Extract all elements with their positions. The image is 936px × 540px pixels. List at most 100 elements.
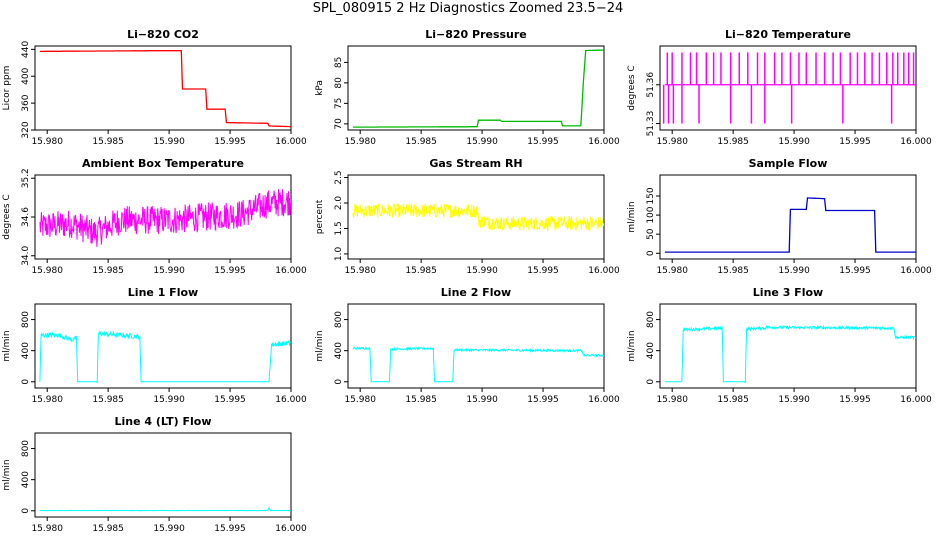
x-tick-label: 15.980	[656, 395, 688, 405]
x-tick-label: 15.980	[344, 395, 376, 405]
x-tick-label: 15.995	[839, 137, 871, 147]
x-tick-label: 15.990	[153, 266, 185, 276]
series-line	[39, 189, 291, 247]
y-axis-label: ml/min	[315, 330, 325, 361]
y-tick-label: 0	[21, 508, 31, 514]
x-tick-label: 16.000	[588, 266, 620, 276]
plot-title: Line 1 Flow	[128, 286, 198, 299]
x-tick-label: 15.980	[656, 137, 688, 147]
x-tick-label: 15.990	[466, 395, 498, 405]
x-tick-label: 15.990	[778, 395, 810, 405]
x-tick-label: 16.000	[900, 266, 932, 276]
plot-title: Line 2 Flow	[441, 286, 511, 299]
x-tick-label: 15.985	[717, 395, 749, 405]
y-tick-label: 800	[21, 311, 31, 328]
plot-frame	[659, 303, 917, 389]
x-tick-label: 15.995	[214, 137, 246, 147]
line-4-flow-panel: Line 4 (LT) Flow 15.980 15.985 15.990 15.995…	[2, 415, 307, 534]
y-tick-label: 800	[334, 311, 344, 328]
y-tick-label: 400	[21, 67, 31, 84]
y-tick-label: 800	[21, 440, 31, 457]
y-tick-label: 2.0	[334, 196, 344, 211]
x-tick-label: 15.980	[31, 137, 63, 147]
temperature-panel: Li−820 Temperature 15.980 15.985 15.990 15.9…	[627, 28, 932, 147]
x-tick-label: 15.985	[405, 395, 437, 405]
y-tick-label: 800	[646, 311, 656, 328]
y-tick-label: 0	[334, 379, 344, 385]
x-tick-label: 16.000	[900, 137, 932, 147]
y-axis-label: ml/min	[627, 201, 637, 232]
plot-frame	[34, 174, 292, 260]
series-line	[39, 506, 291, 512]
y-tick-label: 34.0	[21, 245, 31, 265]
y-tick-label: 100	[646, 206, 656, 223]
y-tick-label: 0	[21, 379, 31, 385]
gas-stream-rh-panel: Gas Stream RH 15.980 15.985 15.990 15.995 16.…	[315, 157, 620, 276]
y-tick-label: 0	[646, 379, 656, 385]
x-tick-label: 15.985	[405, 137, 437, 147]
y-axis-label: percent	[315, 199, 325, 234]
x-tick-label: 15.980	[31, 266, 63, 276]
y-tick-label: 360	[21, 94, 31, 111]
x-tick-label: 15.985	[92, 524, 124, 534]
x-tick-label: 15.995	[839, 266, 871, 276]
x-tick-label: 16.000	[588, 137, 620, 147]
y-tick-label: 1.0	[334, 246, 344, 261]
x-tick-label: 15.990	[466, 137, 498, 147]
pressure-panel: Li−820 Pressure 15.980 15.985 15.990 15.995 1…	[315, 28, 620, 147]
x-tick-label: 16.000	[275, 524, 307, 534]
y-tick-label: 70	[334, 118, 344, 130]
line-1-flow-panel: Line 1 Flow 15.980 15.985 15.990 15.995 16.00…	[2, 286, 307, 405]
y-axis-label: kPa	[315, 80, 325, 96]
y-tick-label: 51.36	[646, 72, 656, 98]
ambient-box-temperature-panel: Ambient Box Temperature 15.980 15.985 15.99…	[2, 157, 307, 276]
y-tick-label: 75	[334, 98, 344, 109]
plot-title: Li−820 Pressure	[425, 28, 527, 41]
figure-title: SPL_080915 2 Hz Diagnostics Zoomed 23.5−…	[312, 1, 624, 16]
x-tick-label: 15.995	[214, 524, 246, 534]
plot-title: Gas Stream RH	[429, 157, 522, 170]
plot-title: Ambient Box Temperature	[82, 157, 244, 170]
x-tick-label: 15.980	[31, 524, 63, 534]
series-line	[352, 346, 604, 383]
x-tick-label: 15.995	[527, 137, 559, 147]
line-2-flow-panel: Line 2 Flow 15.980 15.985 15.990 15.995 16.00…	[315, 286, 620, 405]
x-tick-label: 15.990	[466, 266, 498, 276]
plot-title: Line 3 Flow	[753, 286, 823, 299]
plot-frame	[347, 303, 605, 389]
y-tick-label: 51.33	[646, 111, 656, 137]
y-axis-label: degrees C	[2, 194, 12, 239]
x-tick-label: 15.985	[717, 266, 749, 276]
y-tick-label: 320	[21, 121, 31, 138]
x-tick-label: 15.990	[778, 137, 810, 147]
series-line	[664, 324, 916, 384]
series-line	[39, 50, 291, 128]
x-tick-label: 16.000	[900, 395, 932, 405]
x-tick-label: 15.995	[214, 266, 246, 276]
plot-title: Li−820 CO2	[127, 28, 199, 41]
plot-title: Li−820 Temperature	[725, 28, 851, 41]
x-tick-label: 16.000	[275, 395, 307, 405]
series-line	[352, 49, 604, 128]
y-axis-label: ml/min	[2, 330, 12, 361]
plot-title: Line 4 (LT) Flow	[115, 415, 212, 428]
x-tick-label: 15.990	[153, 137, 185, 147]
y-tick-label: 80	[334, 77, 344, 89]
line-3-flow-panel: Line 3 Flow 15.980 15.985 15.990 15.995 16.00…	[627, 286, 932, 405]
x-tick-label: 15.980	[344, 137, 376, 147]
x-tick-label: 15.985	[92, 137, 124, 147]
y-tick-label: 50	[646, 228, 656, 240]
y-axis-label: ml/min	[2, 459, 12, 490]
x-tick-label: 15.990	[778, 266, 810, 276]
plot-frame	[347, 174, 605, 260]
y-tick-label: 400	[646, 342, 656, 359]
sample-flow-panel: Sample Flow 15.980 15.985 15.990 15.995 16.00…	[627, 157, 932, 276]
x-tick-label: 15.995	[839, 395, 871, 405]
x-tick-label: 15.995	[527, 266, 559, 276]
plot-frame	[659, 174, 917, 260]
y-tick-label: 400	[334, 342, 344, 359]
x-tick-label: 15.980	[31, 395, 63, 405]
y-axis-label: Licor ppm	[2, 66, 12, 111]
series-line	[664, 197, 916, 253]
x-tick-label: 15.985	[405, 266, 437, 276]
